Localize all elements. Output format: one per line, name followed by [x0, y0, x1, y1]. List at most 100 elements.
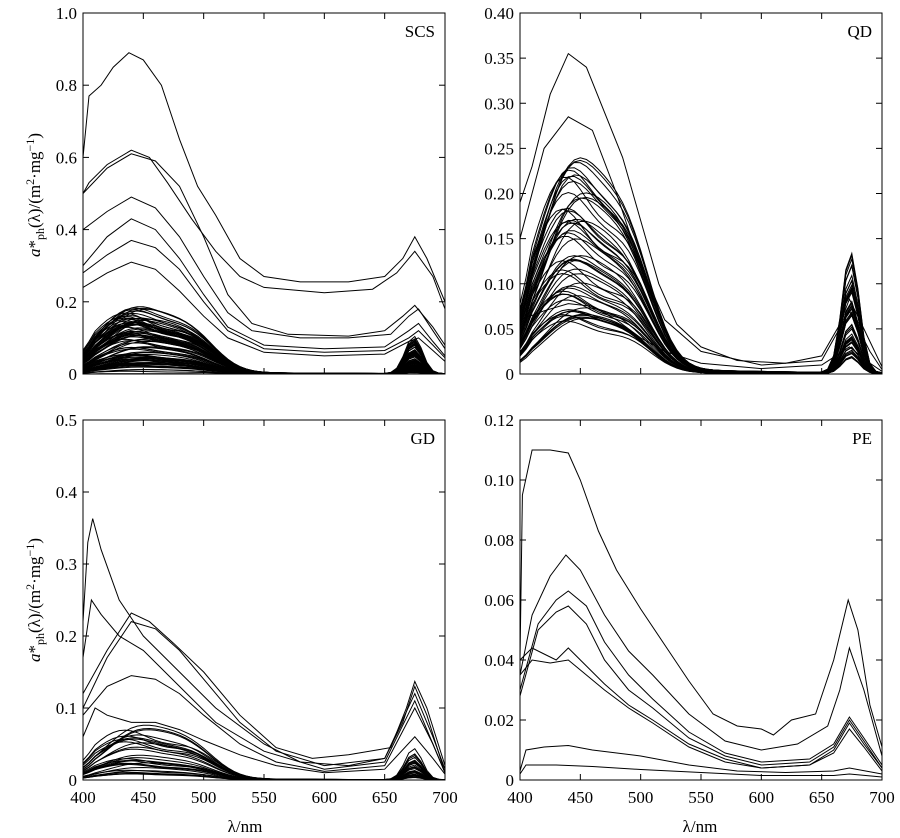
y-tick-label: 0.05: [484, 320, 514, 339]
spectrum-curve: [83, 612, 445, 766]
plot-frame: [82, 12, 446, 375]
x-tick-label: 450: [131, 788, 157, 807]
curves: [520, 52, 882, 374]
y-tick-label: 0.3: [56, 555, 77, 574]
spectrum-curve: [520, 554, 882, 757]
spectrum-curve-bundle: [520, 232, 882, 374]
spectrum-curve-bundle: [520, 210, 882, 374]
spectrum-curve: [83, 621, 445, 770]
x-tick-label: 650: [372, 788, 398, 807]
y-tick-label: 0.6: [56, 148, 77, 167]
spectrum-curve-bundle: [520, 295, 882, 374]
spectrum-curve: [520, 116, 882, 370]
x-tick-label: 700: [869, 788, 895, 807]
y-tick-label: 0: [506, 771, 515, 790]
y-axis-title-top: a*ph(λ)/(m2·mg−1): [23, 133, 47, 257]
spectrum-curve-bundle: [83, 724, 445, 780]
curves: [83, 518, 445, 780]
x-tick-label: 450: [568, 788, 594, 807]
y-tick-label: 0.35: [484, 49, 514, 68]
spectrum-curve-bundle: [520, 313, 882, 374]
spectrum-curve-bundle: [520, 208, 882, 374]
x-axis-title-right: λ/nm: [683, 817, 718, 836]
y-tick-label: 0.2: [56, 293, 77, 312]
spectrum-curve: [520, 449, 882, 748]
x-tick-label: 550: [251, 788, 277, 807]
y-tick-label: 0: [69, 365, 78, 384]
panel-pe: 0 0.02 0.04 0.06 0.08 0.10 0.12 400 450 500 550 600…: [484, 411, 895, 807]
y-tick-label: 0.30: [484, 94, 514, 113]
spectrum-curve: [83, 52, 445, 302]
spectrum-curve: [520, 744, 882, 775]
y-tick-label: 0.12: [484, 411, 514, 430]
y-tick-label: 0.10: [484, 275, 514, 294]
y-tick-label: 0.2: [56, 627, 77, 646]
curves: [520, 449, 882, 778]
x-tick-label: 400: [70, 788, 96, 807]
y-tick-label: 0.40: [484, 4, 514, 23]
y-tick-label: 0.06: [484, 591, 514, 610]
spectrum-curve: [520, 764, 882, 778]
spectrum-curve: [83, 153, 445, 346]
spectrum-curve-bundle: [520, 309, 882, 374]
panel-label: PE: [852, 429, 872, 448]
spectrum-curve: [83, 598, 445, 773]
spectrum-curve: [83, 675, 445, 773]
curves: [83, 52, 445, 374]
spectrum-curve: [520, 590, 882, 766]
spectrum-curve: [520, 647, 882, 769]
x-tick-label: 400: [507, 788, 533, 807]
y-tick-label: 0.04: [484, 651, 514, 670]
x-tick-label: 600: [749, 788, 775, 807]
x-tick-label: 600: [312, 788, 338, 807]
y-tick-label: 0.5: [56, 411, 77, 430]
spectrum-curve: [83, 261, 445, 362]
y-tick-label: 0.1: [56, 699, 77, 718]
spectrum-curve-bundle: [520, 269, 882, 374]
panel-gd: 0 0.1 0.2 0.3 0.4 0.5 400 450 500 550 600 650 700 GD: [56, 411, 458, 807]
y-tick-label: 0.15: [484, 230, 514, 249]
spectrum-curve-bundle: [520, 310, 882, 374]
y-tick-label: 0.02: [484, 711, 514, 730]
spectrum-curve-bundle: [520, 255, 882, 374]
spectrum-curve-bundle: [520, 180, 882, 374]
y-tick-label: 0: [69, 771, 78, 790]
panel-label: SCS: [405, 22, 435, 41]
x-axis-title-left: λ/nm: [228, 817, 263, 836]
spectrum-curve-bundle: [520, 285, 882, 374]
spectrum-curve: [520, 659, 882, 772]
x-tick-label: 650: [809, 788, 835, 807]
panel-qd: 0 0.05 0.10 0.15 0.20 0.25 0.30 0.35 0.40 QD: [484, 4, 883, 384]
y-tick-label: 0.10: [484, 471, 514, 490]
y-tick-label: 0.4: [56, 221, 78, 240]
spectrum-curve-bundle: [520, 314, 882, 374]
spectrum-curve: [83, 707, 445, 775]
spectrum-curve: [83, 239, 445, 359]
x-tick-label: 700: [432, 788, 458, 807]
spectrum-curve: [83, 218, 445, 357]
panel-label: QD: [847, 22, 872, 41]
spectrum-curve: [520, 303, 882, 372]
y-tick-label: 0.25: [484, 139, 514, 158]
y-axis-title-bottom: a*ph(λ)/(m2·mg−1): [23, 538, 47, 662]
spectrum-curve: [83, 196, 445, 349]
spectrum-curve: [83, 149, 445, 310]
spectrum-curve-bundle: [520, 159, 882, 374]
x-tick-label: 500: [191, 788, 217, 807]
y-tick-label: 0.20: [484, 185, 514, 204]
panel-label: GD: [410, 429, 435, 448]
x-tick-label: 550: [688, 788, 714, 807]
spectrum-curve: [83, 518, 445, 773]
spectrum-curve-bundle: [520, 207, 882, 374]
x-tick-label: 500: [628, 788, 654, 807]
spectrum-curve: [520, 52, 882, 368]
spectrum-curve-bundle: [520, 255, 882, 374]
y-tick-label: 0.8: [56, 76, 77, 95]
panel-scs: 0 0.2 0.4 0.6 0.8 1.0 SCS: [56, 4, 446, 384]
y-tick-label: 0.4: [56, 483, 78, 502]
spectrum-curve: [520, 605, 882, 769]
spectrum-curve-bundle: [520, 268, 882, 374]
y-tick-label: 0: [506, 365, 515, 384]
y-tick-label: 1.0: [56, 4, 77, 23]
